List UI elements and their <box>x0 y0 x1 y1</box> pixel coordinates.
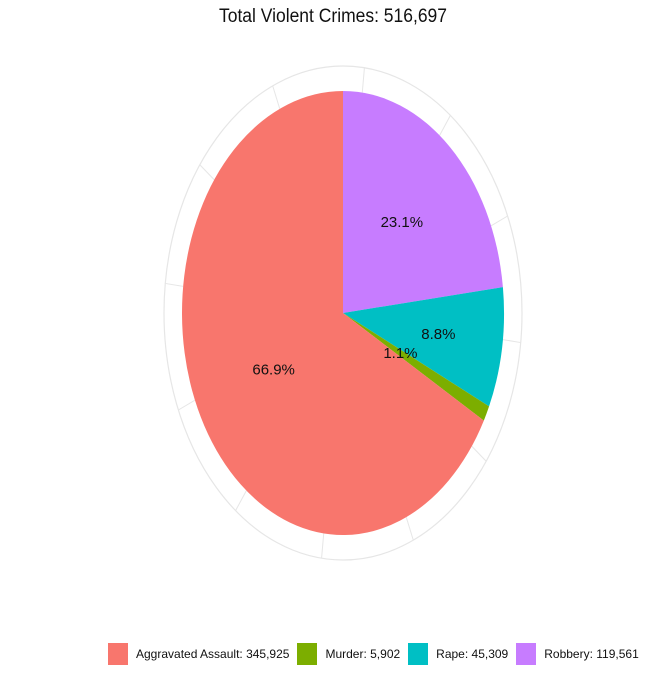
grid-tick <box>165 282 184 287</box>
legend: Aggravated Assault: 345,925 Murder: 5,902… <box>108 641 647 667</box>
slice-label-murder: 1.1% <box>383 345 417 362</box>
pie-slice-robbery <box>343 91 503 313</box>
grid-tick <box>471 445 487 462</box>
legend-swatch <box>297 643 318 665</box>
slice-label-robbery: 23.1% <box>381 214 424 231</box>
grid-tick <box>439 115 451 136</box>
grid-tick <box>272 85 281 109</box>
pie-slice-murder <box>343 313 490 421</box>
pie-slice-rape <box>343 287 505 407</box>
grid-tick <box>178 399 196 411</box>
pie-slice-aggravated-assault <box>182 91 484 535</box>
grid-tick <box>405 517 414 541</box>
legend-label: Robbery: 119,561 <box>544 647 639 661</box>
grid-tick <box>502 339 521 344</box>
grid-tick <box>199 164 215 181</box>
grid-tick <box>321 533 325 559</box>
legend-item-rape: Rape: 45,309 <box>408 643 508 665</box>
legend-label: Aggravated Assault: 345,925 <box>136 647 290 661</box>
legend-swatch <box>108 643 128 665</box>
slice-label-rape: 8.8% <box>421 326 455 343</box>
chart-title: Total Violent Crimes: 516,697 <box>218 6 448 27</box>
legend-swatch <box>408 643 429 665</box>
legend-swatch <box>516 643 537 665</box>
polar-grid <box>163 65 523 561</box>
legend-item-aggravated-assault: Aggravated Assault: 345,925 <box>108 643 289 665</box>
slice-labels: 23.1% 8.8%1.1% 66.9% <box>252 214 455 379</box>
legend-item-robbery: Robbery: 119,561 <box>516 643 639 665</box>
legend-item-murder: Murder: 5,902 <box>297 643 400 665</box>
grid-tick <box>490 215 508 227</box>
grid-tick <box>235 490 247 511</box>
legend-label: Murder: 5,902 <box>325 647 401 661</box>
pie-slices <box>182 91 505 535</box>
grid-tick <box>361 67 365 93</box>
grid-ring <box>163 65 523 561</box>
legend-label: Rape: 45,309 <box>436 647 509 661</box>
slice-label-aggravated-assault: 66.9% <box>252 361 295 378</box>
